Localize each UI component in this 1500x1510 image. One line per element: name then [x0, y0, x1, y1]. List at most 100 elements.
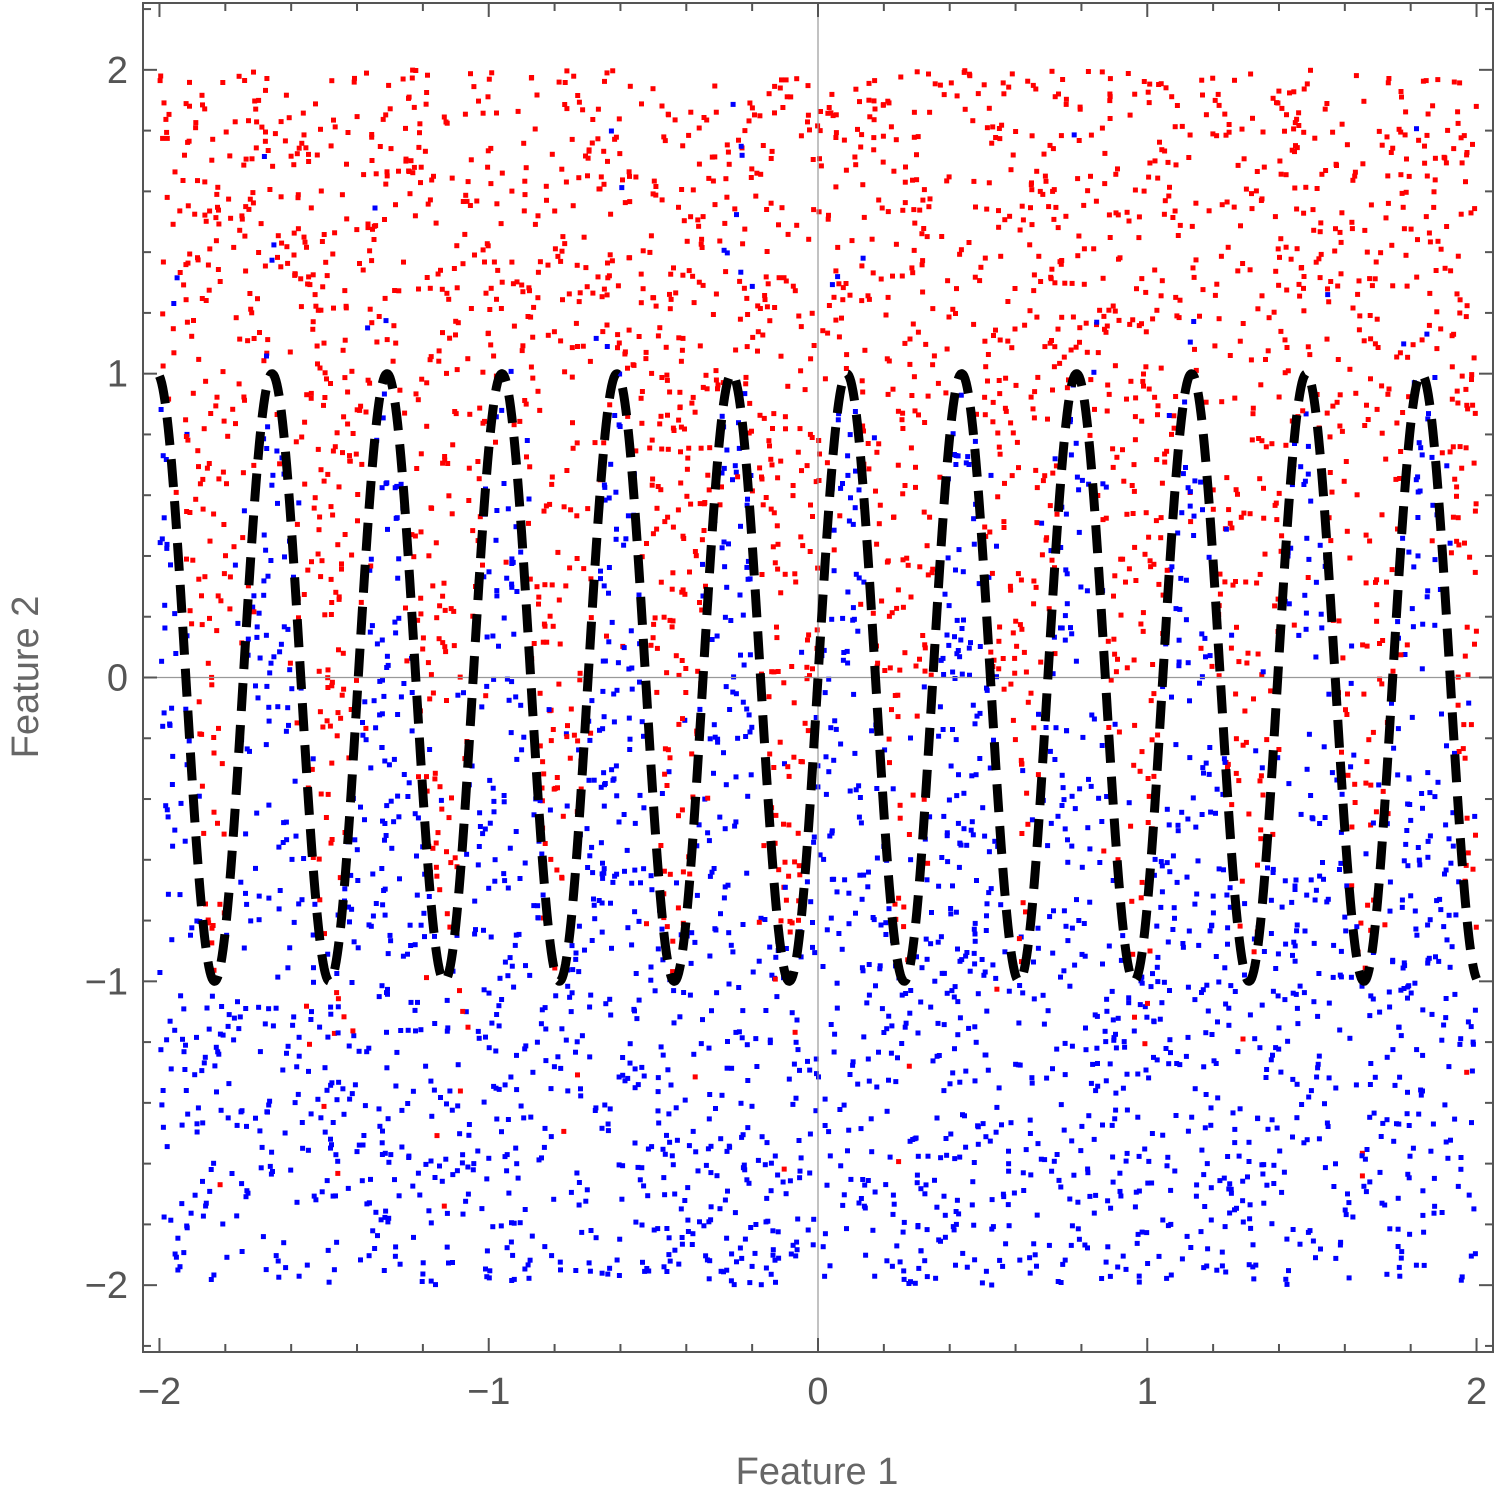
data-point-blue — [1178, 575, 1184, 581]
data-point-blue — [384, 990, 389, 996]
data-point-red — [1319, 171, 1325, 177]
data-point-blue — [876, 1049, 881, 1055]
data-point-blue — [787, 1178, 793, 1184]
data-point-blue — [770, 1247, 776, 1253]
data-point-red — [554, 867, 560, 873]
data-point-blue — [164, 1144, 170, 1150]
data-point-blue — [376, 994, 382, 1000]
data-point-red — [1029, 133, 1035, 139]
data-point-blue — [950, 669, 956, 675]
data-point-red — [810, 514, 815, 519]
data-point-red — [305, 567, 311, 573]
data-point-blue — [670, 1162, 676, 1168]
data-point-blue — [1302, 928, 1308, 934]
data-point-red — [1433, 268, 1439, 273]
data-point-blue — [950, 727, 955, 732]
data-point-red — [424, 423, 430, 429]
data-point-red — [748, 175, 754, 180]
data-point-blue — [366, 922, 372, 928]
data-point-blue — [791, 1061, 797, 1067]
data-point-blue — [636, 997, 642, 1003]
data-point-blue — [749, 724, 755, 730]
data-point-blue — [1420, 621, 1426, 627]
data-point-blue — [626, 715, 632, 721]
data-point-red — [442, 457, 448, 463]
data-point-blue — [1398, 1033, 1404, 1039]
data-point-red — [1416, 137, 1422, 143]
data-point-blue — [172, 827, 178, 833]
data-point-blue — [1137, 1002, 1143, 1008]
data-point-blue — [365, 325, 371, 331]
data-point-red — [199, 92, 205, 98]
data-point-blue — [828, 725, 834, 731]
data-point-red — [1289, 147, 1295, 153]
data-point-blue — [724, 250, 730, 256]
data-point-red — [1237, 923, 1243, 929]
data-point-red — [578, 786, 584, 792]
data-point-red — [1029, 222, 1035, 228]
data-point-blue — [1442, 1102, 1448, 1108]
data-point-red — [529, 75, 535, 80]
data-point-red — [447, 924, 453, 930]
data-point-blue — [1197, 680, 1202, 686]
data-point-blue — [1082, 1242, 1088, 1248]
data-point-red — [1291, 622, 1297, 628]
data-point-red — [440, 593, 446, 599]
data-point-blue — [709, 1008, 714, 1014]
data-point-blue — [877, 963, 883, 969]
data-point-red — [699, 245, 705, 250]
data-point-blue — [589, 938, 595, 943]
data-point-blue — [1017, 983, 1023, 988]
data-point-red — [1288, 256, 1294, 262]
data-point-red — [589, 140, 595, 146]
data-point-red — [652, 615, 658, 621]
data-point-red — [1229, 525, 1235, 531]
data-point-red — [802, 387, 808, 393]
data-point-red — [786, 873, 792, 879]
data-point-red — [494, 201, 500, 207]
data-point-red — [325, 471, 331, 477]
data-point-red — [530, 334, 536, 340]
data-point-blue — [444, 997, 450, 1003]
data-point-blue — [714, 1173, 720, 1179]
data-point-red — [638, 300, 644, 306]
data-point-blue — [749, 1263, 755, 1269]
data-point-red — [1018, 757, 1024, 763]
data-point-blue — [1276, 1046, 1282, 1052]
data-point-red — [1156, 581, 1162, 587]
data-point-red — [314, 152, 320, 158]
data-point-red — [1010, 717, 1016, 723]
data-point-blue — [1325, 896, 1331, 902]
data-point-red — [437, 603, 443, 609]
data-point-red — [895, 462, 901, 468]
data-point-red — [937, 474, 943, 480]
data-point-red — [1471, 355, 1477, 361]
data-point-blue — [219, 1004, 225, 1009]
data-point-red — [1239, 878, 1245, 884]
data-point-red — [1422, 143, 1427, 149]
data-point-red — [897, 802, 903, 808]
data-point-red — [511, 323, 517, 329]
data-point-red — [1038, 659, 1044, 665]
data-point-blue — [690, 1231, 696, 1237]
data-point-red — [1404, 283, 1410, 289]
data-point-red — [843, 281, 849, 286]
data-point-blue — [1270, 866, 1276, 872]
data-point-red — [954, 93, 960, 99]
data-point-red — [547, 501, 553, 507]
data-point-blue — [368, 556, 374, 562]
data-point-blue — [727, 1144, 733, 1150]
data-point-red — [581, 566, 587, 572]
data-point-red — [890, 273, 895, 279]
data-point-blue — [1364, 1147, 1370, 1152]
data-point-blue — [508, 1239, 514, 1245]
data-point-red — [833, 268, 839, 274]
data-point-red — [625, 413, 631, 419]
data-point-blue — [183, 1088, 189, 1093]
data-point-blue — [1301, 482, 1307, 487]
data-point-blue — [266, 1006, 272, 1012]
data-point-blue — [1069, 925, 1075, 931]
data-point-red — [790, 283, 796, 289]
data-point-red — [246, 118, 251, 124]
data-point-red — [717, 238, 723, 244]
